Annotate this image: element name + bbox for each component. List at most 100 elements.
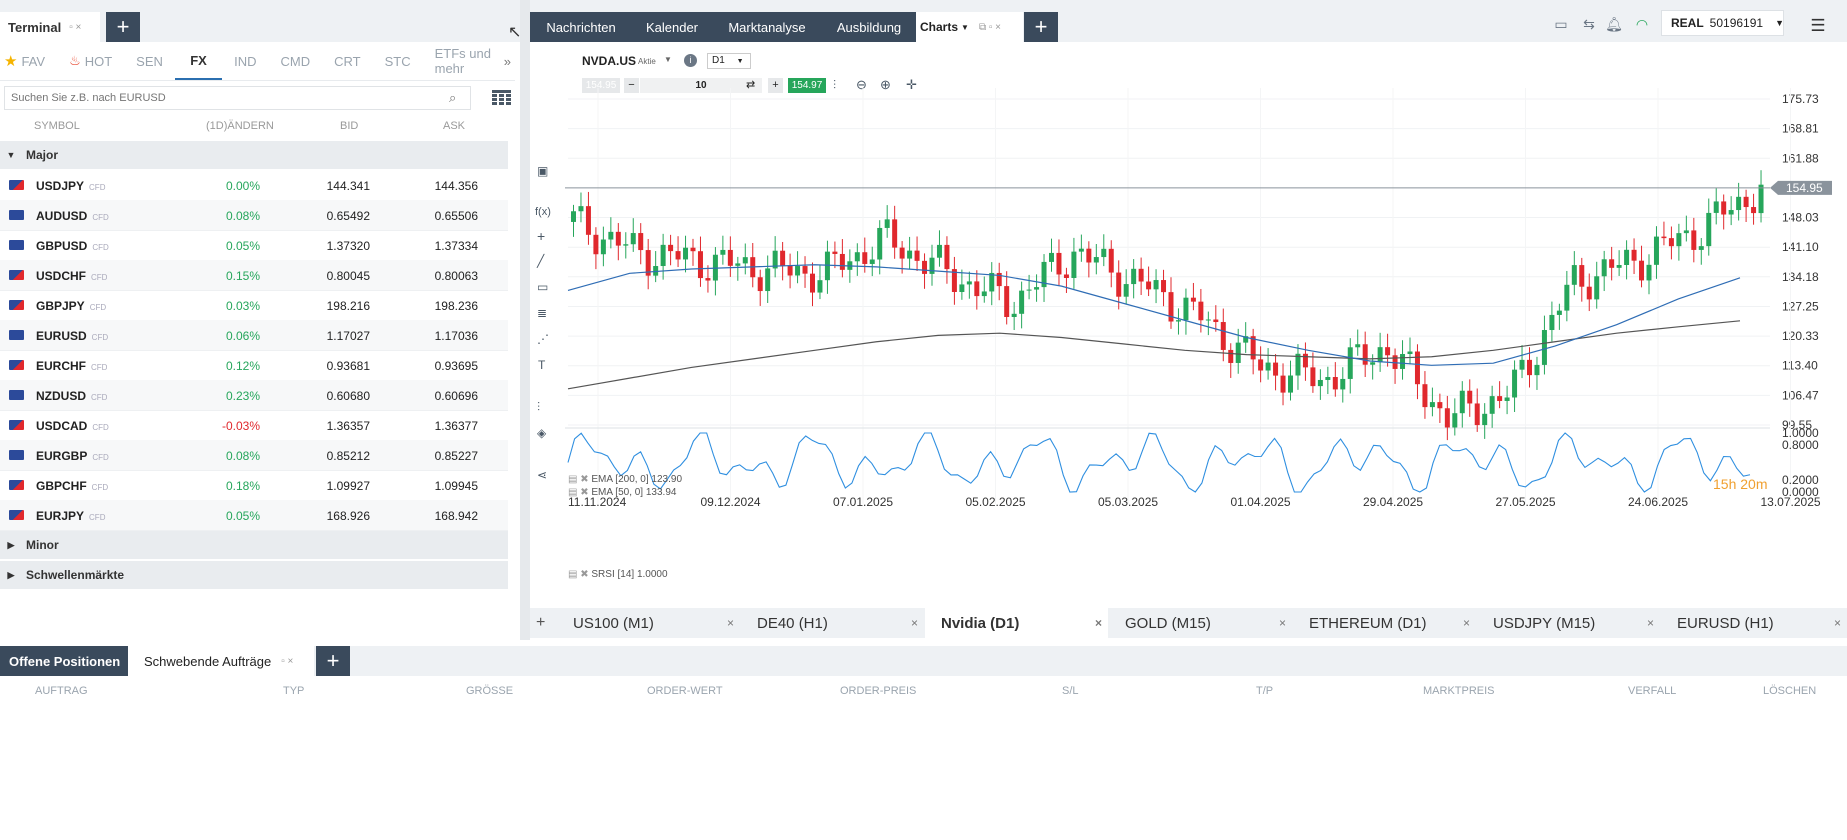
swap-icon[interactable]: ⇄ bbox=[746, 79, 756, 91]
chart-tab-gold[interactable]: GOLD (M15) × bbox=[1109, 608, 1292, 638]
symbol-bid[interactable]: 198.216 bbox=[326, 299, 370, 313]
window-icons[interactable]: ⧉ ▫ × bbox=[978, 21, 1002, 33]
symbol-ask[interactable]: 1.36377 bbox=[434, 419, 478, 433]
account-selector[interactable]: REAL 50196191 ▼ bbox=[1661, 10, 1784, 36]
caret-down-icon[interactable]: ▼ bbox=[664, 55, 672, 64]
symbol-row[interactable]: USDJPY CFD 0.00% 144.341 144.356 bbox=[0, 170, 508, 201]
symbol-row[interactable]: EURCHF CFD 0.12% 0.93681 0.93695 bbox=[0, 350, 508, 381]
symbol-bid[interactable]: 1.36357 bbox=[326, 419, 370, 433]
symbol-search-input[interactable] bbox=[4, 86, 471, 110]
line-tool-icon[interactable]: ╱ bbox=[537, 254, 545, 268]
tab-stc[interactable]: STC bbox=[373, 42, 423, 80]
symbol-row[interactable]: GBPJPY CFD 0.03% 198.216 198.236 bbox=[0, 290, 508, 321]
layers-icon[interactable]: ◈ bbox=[537, 426, 547, 440]
symbol-row[interactable]: GBPUSD CFD 0.05% 1.37320 1.37334 bbox=[0, 230, 508, 261]
chart-symbol[interactable]: NVDA.US bbox=[582, 54, 637, 68]
close-icon[interactable]: × bbox=[1462, 616, 1470, 630]
col-sl[interactable]: S/L bbox=[1062, 685, 1079, 697]
zoom-in-icon[interactable]: ⊕ bbox=[880, 77, 891, 92]
tab-etfs[interactable]: ETFs und mehr bbox=[423, 42, 500, 80]
symbol-ask[interactable]: 0.60696 bbox=[434, 389, 478, 403]
symbol-ask[interactable]: 0.80063 bbox=[434, 269, 478, 283]
col-symbol[interactable]: SYMBOL bbox=[34, 120, 80, 132]
close-icon[interactable]: × bbox=[910, 616, 918, 630]
group-major[interactable]: ▼ Major bbox=[0, 141, 508, 169]
share-icon[interactable]: ⋖ bbox=[537, 468, 548, 482]
info-icon[interactable]: i bbox=[684, 54, 697, 67]
symbol-row[interactable]: USDCAD CFD -0.03% 1.36357 1.36377 bbox=[0, 410, 508, 441]
symbol-row[interactable]: NZDUSD CFD 0.23% 0.60680 0.60696 bbox=[0, 380, 508, 411]
col-typ[interactable]: TYP bbox=[283, 685, 305, 697]
money-transfer-icon[interactable]: ⇆ bbox=[1583, 16, 1595, 32]
tab-fx[interactable]: FX bbox=[174, 42, 223, 80]
price-chart[interactable]: 175.73 168.81 161.88 148.03 141.10 134.18 127.… bbox=[565, 88, 1847, 608]
close-icon[interactable]: × bbox=[1094, 616, 1102, 630]
settings-icon[interactable]: ▤ ✖ bbox=[568, 487, 589, 498]
panel-splitter[interactable] bbox=[520, 0, 530, 640]
interval-select[interactable]: D1 ▼ bbox=[707, 53, 751, 69]
col-loeschen[interactable]: LÖSCHEN bbox=[1763, 685, 1817, 697]
symbol-bid[interactable]: 168.926 bbox=[326, 509, 370, 523]
symbol-ask[interactable]: 168.942 bbox=[434, 509, 478, 523]
add-bottom-tab-button[interactable]: + bbox=[316, 646, 350, 676]
function-icon[interactable]: f(x) bbox=[535, 206, 551, 218]
symbol-bid[interactable]: 0.85212 bbox=[326, 449, 370, 463]
col-ask[interactable]: ASK bbox=[443, 120, 466, 132]
settings-icon[interactable]: ▤ ✖ bbox=[568, 474, 589, 485]
symbol-row[interactable]: USDCHF CFD 0.15% 0.80045 0.80063 bbox=[0, 260, 508, 291]
col-auftrag[interactable]: AUFTRAG bbox=[35, 685, 88, 697]
srsi-legend[interactable]: ▤ ✖ SRSI [14] 1.0000 bbox=[568, 569, 668, 580]
search-icon[interactable]: ⌕ bbox=[449, 90, 457, 105]
close-icon[interactable]: × bbox=[726, 616, 734, 630]
tab-charts[interactable]: Charts ▼ ⧉ ▫ × bbox=[916, 12, 1023, 42]
volume-plus-button[interactable]: + bbox=[768, 78, 783, 93]
symbol-ask[interactable]: 0.85227 bbox=[434, 449, 478, 463]
symbol-bid[interactable]: 0.65492 bbox=[326, 209, 370, 223]
more-tabs-icon[interactable]: » bbox=[503, 53, 511, 69]
symbol-row[interactable]: EURJPY CFD 0.05% 168.926 168.942 bbox=[0, 500, 508, 531]
tab-pending-orders[interactable]: Schwebende Aufträge ▫ × bbox=[128, 646, 314, 676]
sell-price-button[interactable]: 154.95 bbox=[582, 78, 620, 93]
symbol-ask[interactable]: 1.17036 bbox=[434, 329, 478, 343]
ema200-legend[interactable]: ▤ ✖ EMA [200, 0] 123.90 bbox=[568, 474, 682, 485]
col-order-preis[interactable]: ORDER-PREIS bbox=[840, 685, 917, 697]
terminal-tab[interactable]: Terminal ▫ × bbox=[0, 12, 100, 42]
col-bid[interactable]: BID bbox=[340, 120, 359, 132]
symbol-row[interactable]: EURUSD CFD 0.06% 1.17027 1.17036 bbox=[0, 320, 508, 351]
ema50-legend[interactable]: ▤ ✖ EMA [50, 0] 133.94 bbox=[568, 487, 676, 498]
symbol-bid[interactable]: 1.37320 bbox=[326, 239, 370, 253]
col-tp[interactable]: T/P bbox=[1256, 685, 1274, 697]
close-icon[interactable]: × bbox=[1646, 616, 1654, 630]
pitchfork-tool-icon[interactable]: ⋰ bbox=[537, 332, 549, 346]
symbol-bid[interactable]: 1.17027 bbox=[326, 329, 370, 343]
chart-type-icon[interactable]: ▣ bbox=[537, 164, 549, 178]
tab-cmd[interactable]: CMD bbox=[269, 42, 323, 80]
crosshair-tool-icon[interactable]: + bbox=[537, 228, 546, 244]
crosshair-icon[interactable]: ✛ bbox=[906, 77, 917, 92]
tab-hot[interactable]: ♨ HOT bbox=[57, 42, 124, 80]
menu-icon[interactable]: ☰ bbox=[1810, 16, 1826, 35]
symbol-ask[interactable]: 1.37334 bbox=[434, 239, 478, 253]
close-icon[interactable]: × bbox=[1278, 616, 1286, 630]
col-marktpreis[interactable]: MARKTPREIS bbox=[1423, 685, 1495, 697]
col-order-wert[interactable]: ORDER-WERT bbox=[647, 685, 723, 697]
symbol-ask[interactable]: 198.236 bbox=[434, 299, 478, 313]
fibonacci-tool-icon[interactable]: ≣ bbox=[537, 306, 548, 320]
close-icon[interactable]: × bbox=[1833, 616, 1841, 630]
group-emerging[interactable]: ▶ Schwellenmärkte bbox=[0, 561, 508, 589]
add-chart-button[interactable]: + bbox=[536, 614, 546, 631]
tab-kalender[interactable]: Kalender bbox=[632, 12, 712, 42]
text-tool-icon[interactable]: T bbox=[538, 358, 546, 372]
chart-tab-nvidia[interactable]: Nvidia (D1) × bbox=[925, 608, 1108, 638]
col-verfall[interactable]: VERFALL bbox=[1628, 685, 1677, 697]
tab-open-positions[interactable]: Offene Positionen bbox=[0, 646, 128, 676]
window-icons[interactable]: ▫ × bbox=[69, 21, 82, 33]
add-terminal-button[interactable]: + bbox=[106, 12, 140, 42]
tab-nachrichten[interactable]: Nachrichten bbox=[530, 12, 632, 42]
settings-icon[interactable]: ▤ ✖ bbox=[568, 569, 589, 580]
symbol-row[interactable]: EURGBP CFD 0.08% 0.85212 0.85227 bbox=[0, 440, 508, 471]
tab-fav[interactable]: ★ FAV bbox=[0, 42, 57, 80]
grid-view-icon[interactable] bbox=[492, 90, 511, 108]
tab-marktanalyse[interactable]: Marktanalyse bbox=[712, 12, 822, 42]
symbol-ask[interactable]: 1.09945 bbox=[434, 479, 478, 493]
